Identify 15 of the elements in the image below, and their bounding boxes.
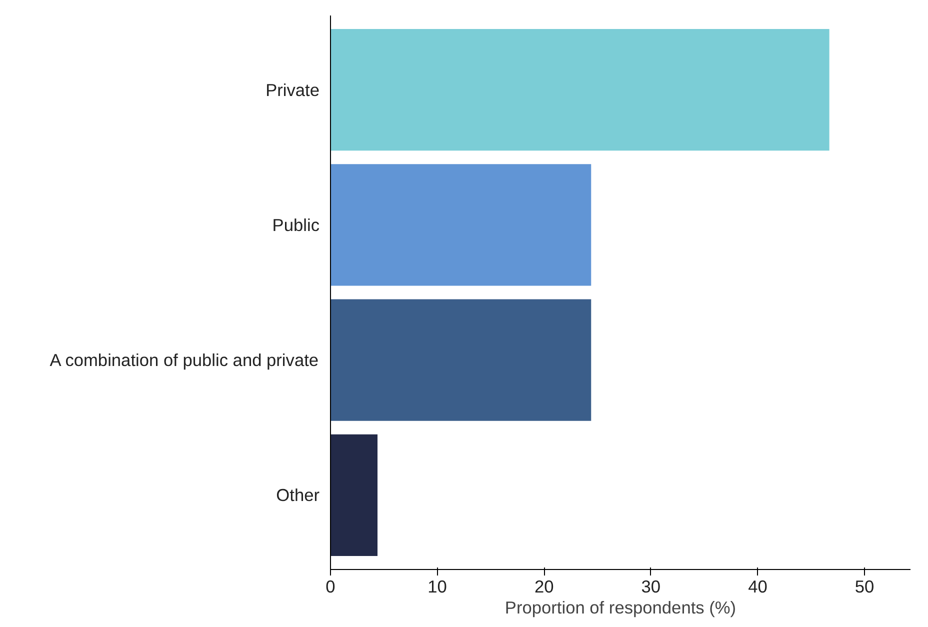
x-tick-label: 30 [641, 576, 661, 596]
y-tick-label: Other [276, 485, 320, 506]
bar [330, 164, 592, 286]
x-tick-label: 50 [854, 576, 874, 596]
y-tick-label: Public [272, 214, 320, 235]
bar [330, 29, 830, 151]
x-tick-label: 20 [534, 576, 554, 596]
x-tick-label: 10 [428, 576, 447, 596]
x-tick-label: 40 [748, 576, 768, 596]
y-tick-label: A combination of public and private [50, 350, 319, 370]
y-tick-label: Private [266, 80, 320, 100]
bar [330, 434, 378, 556]
bar [330, 299, 592, 421]
x-axis-title: Proportion of respondents (%) [504, 598, 736, 618]
x-tick-label: 0 [326, 576, 336, 596]
